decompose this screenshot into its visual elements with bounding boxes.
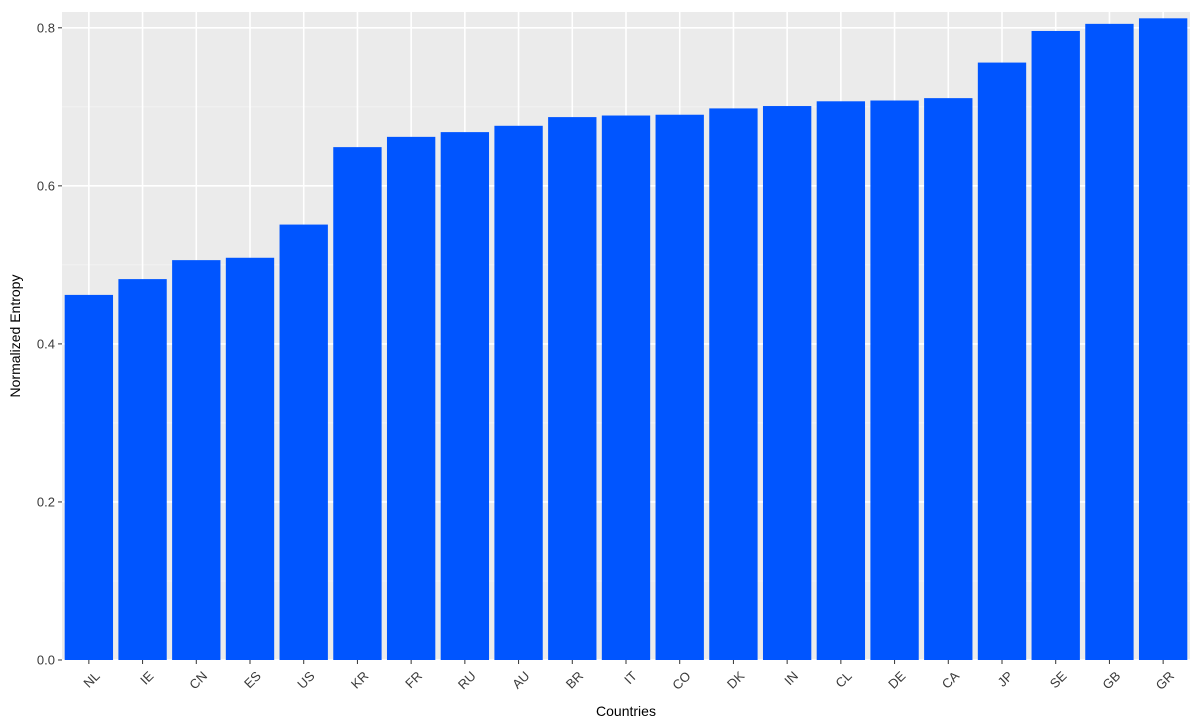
bar-de [870,100,919,660]
bar-se [1031,30,1080,660]
bar-jp [977,62,1027,660]
x-tick-label-au: AU [509,668,532,691]
bar-it [601,115,651,660]
x-axis: NL IE CN ES US KR FR RU AU BR IT CO DK IN CL DE CA JP SE GB… [80,660,1177,693]
bar-co [655,114,704,661]
x-tick-label-us: US [294,668,318,692]
bar-gb [1085,23,1134,661]
y-axis: 0.0 0.2 0.4 0.6 0.8 [37,20,62,668]
bar-us [279,224,328,660]
x-tick-label-co: CO [669,668,693,692]
x-tick-label-jp: JP [995,668,1016,689]
y-tick-label: 0.2 [37,494,55,509]
x-tick-label-dk: DK [724,668,748,692]
bar-nl [64,294,114,660]
bar-kr [333,147,382,660]
bar-br [548,117,597,661]
x-tick-label-fr: FR [402,668,425,691]
y-tick-label: 0.6 [37,178,55,193]
x-tick-label-kr: KR [348,668,371,691]
x-tick-label-in: IN [781,668,801,688]
x-tick-label-it: IT [621,668,640,687]
y-tick-label: 0.8 [37,20,55,35]
bar-in [762,106,812,661]
x-tick-label-gr: GR [1153,668,1177,692]
x-tick-label-de: DE [885,668,909,692]
x-tick-label-ru: RU [455,668,479,692]
x-tick-label-br: BR [563,668,586,691]
bar-fr [386,136,436,661]
x-tick-label-gb: GB [1099,668,1123,692]
x-tick-label-nl: NL [80,668,102,690]
bar-es [225,257,275,660]
bar-dk [709,108,758,660]
bar-cl [816,101,866,661]
bar-cn [172,260,221,660]
bar-ru [440,132,490,661]
y-axis-title: Normalized Entropy [7,275,23,398]
bar-ca [924,98,973,660]
bar-ie [118,279,167,660]
bar-au [494,125,543,661]
x-tick-label-cl: CL [832,668,854,690]
x-tick-label-ca: CA [939,668,963,692]
y-tick-label: 0.0 [37,653,55,668]
x-tick-label-ie: IE [137,668,157,688]
x-tick-label-se: SE [1047,668,1070,691]
x-tick-label-cn: CN [186,668,210,692]
x-tick-label-es: ES [241,668,264,691]
x-axis-title: Countries [596,703,656,719]
bar-gr [1138,18,1188,660]
y-tick-label: 0.4 [37,336,55,351]
bar-layer [64,18,1188,661]
